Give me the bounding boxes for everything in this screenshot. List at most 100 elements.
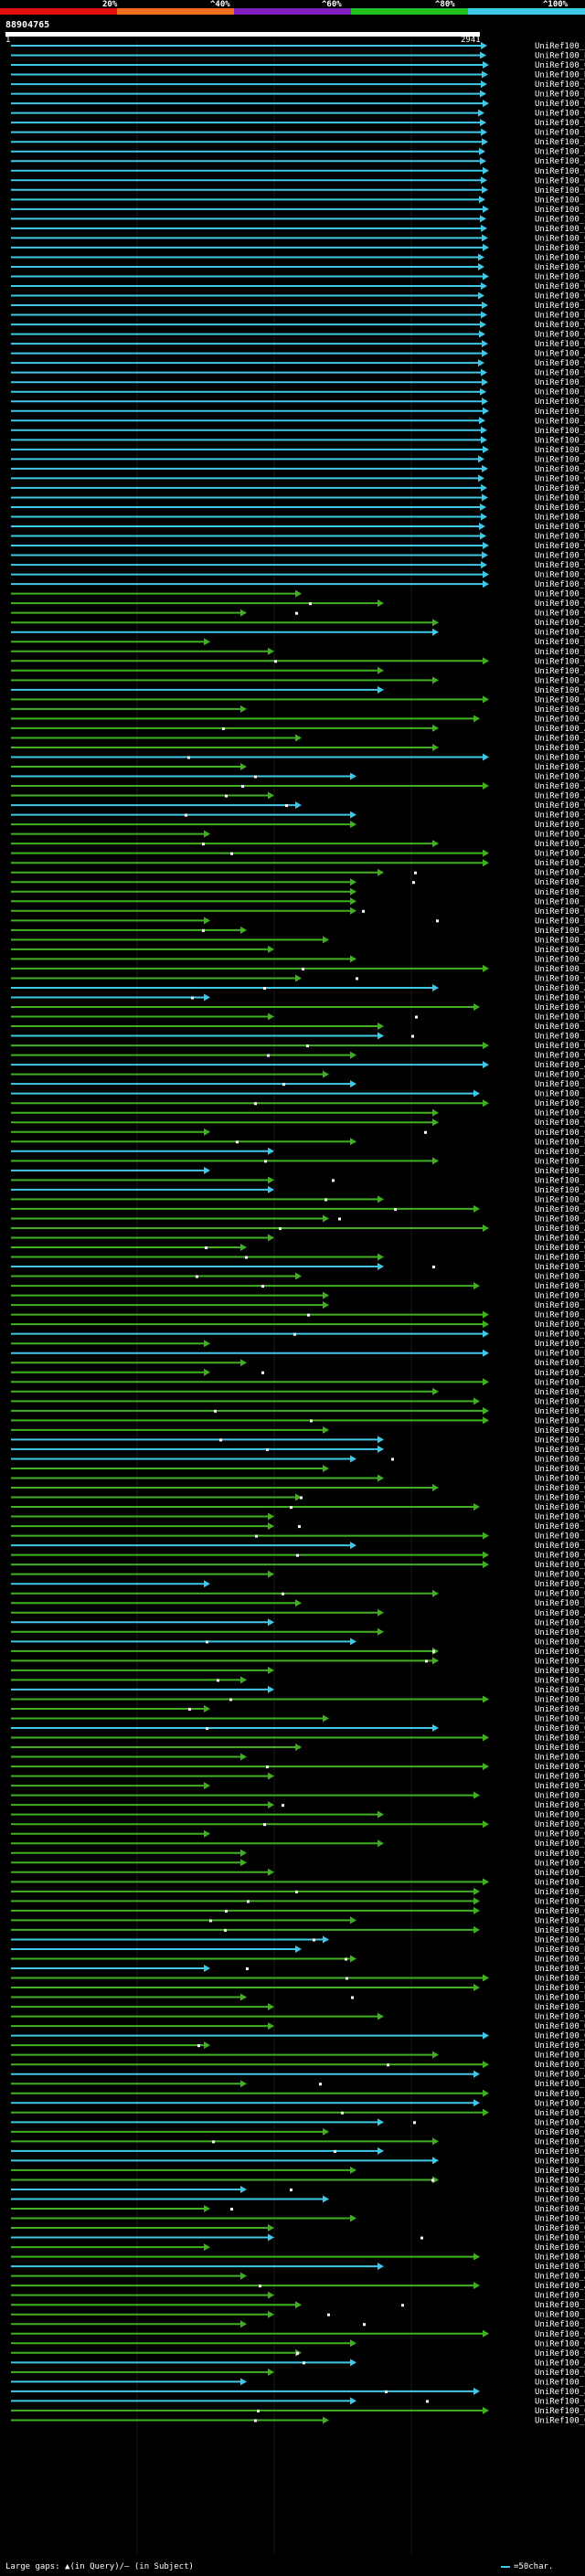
hit-label[interactable]: UniRef100_Q9S7M0 <box>535 2369 585 2378</box>
hit-label[interactable]: UniRef100_P12329 <box>535 897 585 906</box>
hit-label[interactable]: UniRef100_Q43127 <box>535 1935 585 1945</box>
hit-label[interactable]: UniRef100_Q39141 <box>535 1244 585 1253</box>
hit-label[interactable]: UniRef100_A5BWI4 <box>535 2273 585 2282</box>
hit-label[interactable]: UniRef100_B4FUA1 <box>535 1994 585 2003</box>
hit-label[interactable]: UniRef100_A9NT63 <box>535 427 585 436</box>
hit-label[interactable]: UniRef100_Q9FMZ5 <box>535 119 585 128</box>
hit-label[interactable]: UniRef100_C5L2S1 <box>535 1850 585 1859</box>
hit-label[interactable]: UniRef100_C6TNE5 <box>535 2243 585 2253</box>
hit-label[interactable]: UniRef100_Q41237 <box>535 1571 585 1580</box>
hit-label[interactable]: UniRef100_Q4S1A5 <box>535 1801 585 1810</box>
hit-label[interactable]: UniRef100_Q40834 <box>535 657 585 666</box>
hit-label[interactable]: UniRef100_Q64443 <box>535 1426 585 1436</box>
hit-label[interactable]: UniRef100_P27522 <box>535 1273 585 1282</box>
hit-label[interactable]: UniRef100_C5JQ17 <box>535 1340 585 1349</box>
hit-label[interactable]: UniRef100_Q41823 <box>535 695 585 705</box>
hit-label[interactable]: UniRef100_Q40771 <box>535 1484 585 1493</box>
hit-label[interactable]: UniRef100_B03LF1 <box>535 1138 585 1147</box>
hit-label[interactable]: UniRef100_C1K5D0 <box>535 2041 585 2051</box>
hit-label[interactable]: UniRef100_A9RB83 <box>535 773 585 782</box>
hit-label[interactable]: UniRef100_Q84TH7 <box>535 234 585 243</box>
hit-label[interactable]: UniRef100_Q9SYG3 <box>535 100 585 109</box>
hit-label[interactable]: UniRef100_A7QKV3 <box>535 927 585 936</box>
hit-label[interactable]: UniRef100_A9RJS3 <box>535 763 585 772</box>
hit-label[interactable]: UniRef100_A9PFW7 <box>535 148 585 157</box>
hit-label[interactable]: UniRef100_A9SQ8L <box>535 1369 585 1378</box>
hit-label[interactable]: UniRef100_B4FG84 <box>535 1292 585 1301</box>
hit-label[interactable]: UniRef100_C5X0E3 <box>535 1839 585 1849</box>
hit-label[interactable]: UniRef100_A5ASS6 <box>535 157 585 166</box>
hit-label[interactable]: UniRef100_Q6ZTH6 <box>535 1388 585 1397</box>
hit-label[interactable]: UniRef100_Q64447 <box>535 1503 585 1512</box>
hit-label[interactable]: UniRef100_Q3LFQ5 <box>535 186 585 196</box>
hit-label[interactable]: UniRef100_B6T1H1 <box>535 648 585 657</box>
hit-label[interactable]: UniRef100_P82919 <box>535 965 585 974</box>
hit-label[interactable]: UniRef100_Q41423 <box>535 1052 585 1061</box>
hit-label[interactable]: UniRef100_C5WTC1 <box>535 629 585 638</box>
hit-label[interactable]: UniRef100_B9G150 <box>535 2157 585 2166</box>
hit-label[interactable]: UniRef100_C5TGR7 <box>535 129 585 138</box>
hit-label[interactable]: UniRef100_P07371 <box>535 2003 585 2012</box>
hit-label[interactable]: UniRef100_Q64446 <box>535 1330 585 1340</box>
hit-label[interactable]: UniRef100_A9TXU6 <box>535 831 585 840</box>
hit-label[interactable]: UniRef100_A4QPR2 <box>535 1061 585 1070</box>
hit-label[interactable]: UniRef100_Q4S1P5 <box>535 1782 585 1791</box>
hit-label[interactable]: UniRef100_Q4V560 <box>535 2137 585 2147</box>
hit-label[interactable]: UniRef100_Q10MD0 <box>535 542 585 551</box>
hit-label[interactable]: UniRef100_A9NPD6 <box>535 350 585 359</box>
hit-label[interactable]: UniRef100_P25027 <box>535 888 585 897</box>
hit-label[interactable]: UniRef100_A9NP21 <box>535 465 585 474</box>
hit-label[interactable]: UniRef100_C6TLM4 <box>535 1975 585 1984</box>
hit-label[interactable]: UniRef100_B6SZT9 <box>535 638 585 647</box>
hit-label[interactable]: UniRef100_P27494 <box>535 244 585 253</box>
hit-label[interactable]: UniRef100_A4F3R3 <box>535 2176 585 2185</box>
hit-label[interactable]: UniRef100_Q8S471 <box>535 110 585 119</box>
hit-label[interactable]: UniRef100_Q41426 <box>535 1129 585 1138</box>
hit-label[interactable]: UniRef100_B1PL28 <box>535 1695 585 1704</box>
hit-label[interactable]: UniRef100_P10049 <box>535 513 585 522</box>
hit-label[interactable]: UniRef100_Q4V552 <box>535 1773 585 1782</box>
hit-label[interactable]: UniRef100_A9NPE9 <box>535 859 585 868</box>
hit-label[interactable]: UniRef100_Q10MC9 <box>535 523 585 532</box>
hit-label[interactable]: UniRef100_P12469 <box>535 1705 585 1714</box>
hit-label[interactable]: UniRef100_Q64448 <box>535 1686 585 1695</box>
hit-label[interactable]: UniRef100_Q2XTE0 <box>535 1397 585 1406</box>
hit-label[interactable]: UniRef100_Q1EP45 <box>535 1830 585 1839</box>
hit-label[interactable]: UniRef100_B9SQ22 <box>535 2051 585 2061</box>
hit-label[interactable]: UniRef100_Q01391 <box>535 2032 585 2041</box>
hit-label[interactable]: UniRef100_Q9SYW9 <box>535 282 585 292</box>
hit-label[interactable]: UniRef100_B0LGY2 <box>535 388 585 398</box>
hit-label[interactable]: UniRef100_Q39831 <box>535 1955 585 1964</box>
hit-label[interactable]: UniRef100_Q9SJ77 <box>535 2253 585 2263</box>
hit-label[interactable]: UniRef100_P42016 <box>535 2378 585 2387</box>
hit-label[interactable]: UniRef100_B0LB06 <box>535 1359 585 1368</box>
hit-label[interactable]: UniRef100_Q96059 <box>535 1042 585 1051</box>
hit-label[interactable]: UniRef100_P12333 <box>535 1869 585 1878</box>
hit-label[interactable]: UniRef100_Q04887 <box>535 1590 585 1599</box>
hit-label[interactable]: UniRef100_Q4V551 <box>535 1465 585 1474</box>
hit-label[interactable]: UniRef100_P41958 <box>535 590 585 599</box>
hit-label[interactable]: UniRef100_A9SEF4 <box>535 744 585 753</box>
hit-label[interactable]: UniRef100_Q9SHR7 <box>535 263 585 272</box>
hit-label[interactable]: UniRef100_A9NMU8 <box>535 446 585 455</box>
hit-label[interactable]: UniRef100_Q04918 <box>535 2224 585 2233</box>
hit-label[interactable]: UniRef100_A9RB05 <box>535 792 585 801</box>
hit-label[interactable]: UniRef100_P27520 <box>535 42 585 51</box>
hit-label[interactable]: UniRef100_Q2SB05 <box>535 1820 585 1829</box>
hit-label[interactable]: UniRef100_Q4V449 <box>535 1561 585 1570</box>
hit-label[interactable]: UniRef100_Q15317 <box>535 2215 585 2224</box>
hit-label[interactable]: UniRef100_B9I1G7 <box>535 1254 585 1263</box>
hit-label[interactable]: UniRef100_Q9LL23 <box>535 2205 585 2214</box>
hit-label[interactable]: UniRef100_A9NMR2 <box>535 705 585 715</box>
hit-label[interactable]: UniRef100_Q40779 <box>535 1494 585 1503</box>
hit-label[interactable]: UniRef100_Q94501 <box>535 225 585 234</box>
hit-label[interactable]: UniRef100_P04781 <box>535 1311 585 1320</box>
hit-label[interactable]: UniRef100_Q93064 <box>535 1618 585 1627</box>
hit-label[interactable]: UniRef100_Q9SQ8R <box>535 2416 585 2425</box>
hit-label[interactable]: UniRef100_C1K5B9 <box>535 552 585 561</box>
hit-label[interactable]: UniRef100_P27499 <box>535 2090 585 2099</box>
hit-label[interactable]: UniRef100_P04780 <box>535 1378 585 1387</box>
hit-label[interactable]: UniRef100_B4FG86 <box>535 1282 585 1291</box>
hit-label[interactable]: UniRef100_UP100 <box>535 907 585 917</box>
hit-label[interactable]: UniRef100_Q40956 <box>535 610 585 619</box>
